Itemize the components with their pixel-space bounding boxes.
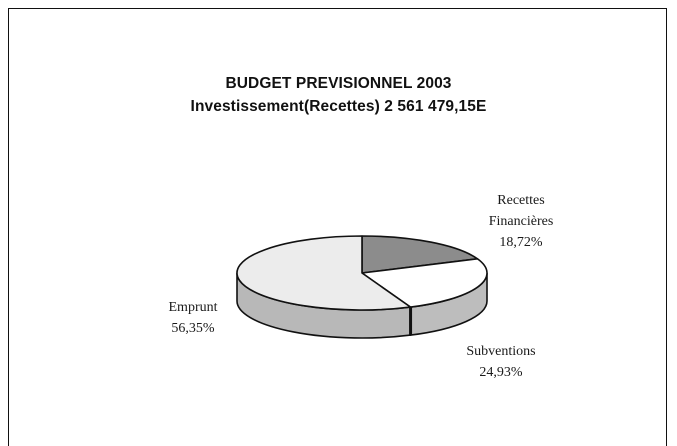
slice-label-subventions: Subventions 24,93%	[446, 341, 556, 383]
slice-label-recettes-line2: Financières	[488, 214, 554, 229]
slice-label-recettes: Recettes Financières 18,72%	[466, 190, 576, 253]
chart-title: BUDGET PREVISIONNEL 2003	[225, 75, 452, 92]
slice-top-subventions	[361, 257, 488, 308]
slice-label-subventions-line1: Subventions	[466, 344, 536, 359]
slice-top-emprunt	[236, 235, 412, 311]
slice-value-recettes: 18,72%	[499, 235, 543, 250]
chart-subtitle: Investissement(Recettes) 2 561 479,15E	[190, 98, 487, 115]
slice-label-recettes-line1: Recettes	[497, 193, 545, 208]
slice-label-emprunt: Emprunt 56,35%	[148, 297, 238, 339]
slice-top-recettes	[361, 235, 479, 274]
slice-value-emprunt: 56,35%	[171, 321, 215, 336]
slice-value-subventions: 24,93%	[479, 365, 523, 380]
slice-label-emprunt-line1: Emprunt	[168, 300, 218, 315]
chart-frame	[8, 8, 667, 446]
